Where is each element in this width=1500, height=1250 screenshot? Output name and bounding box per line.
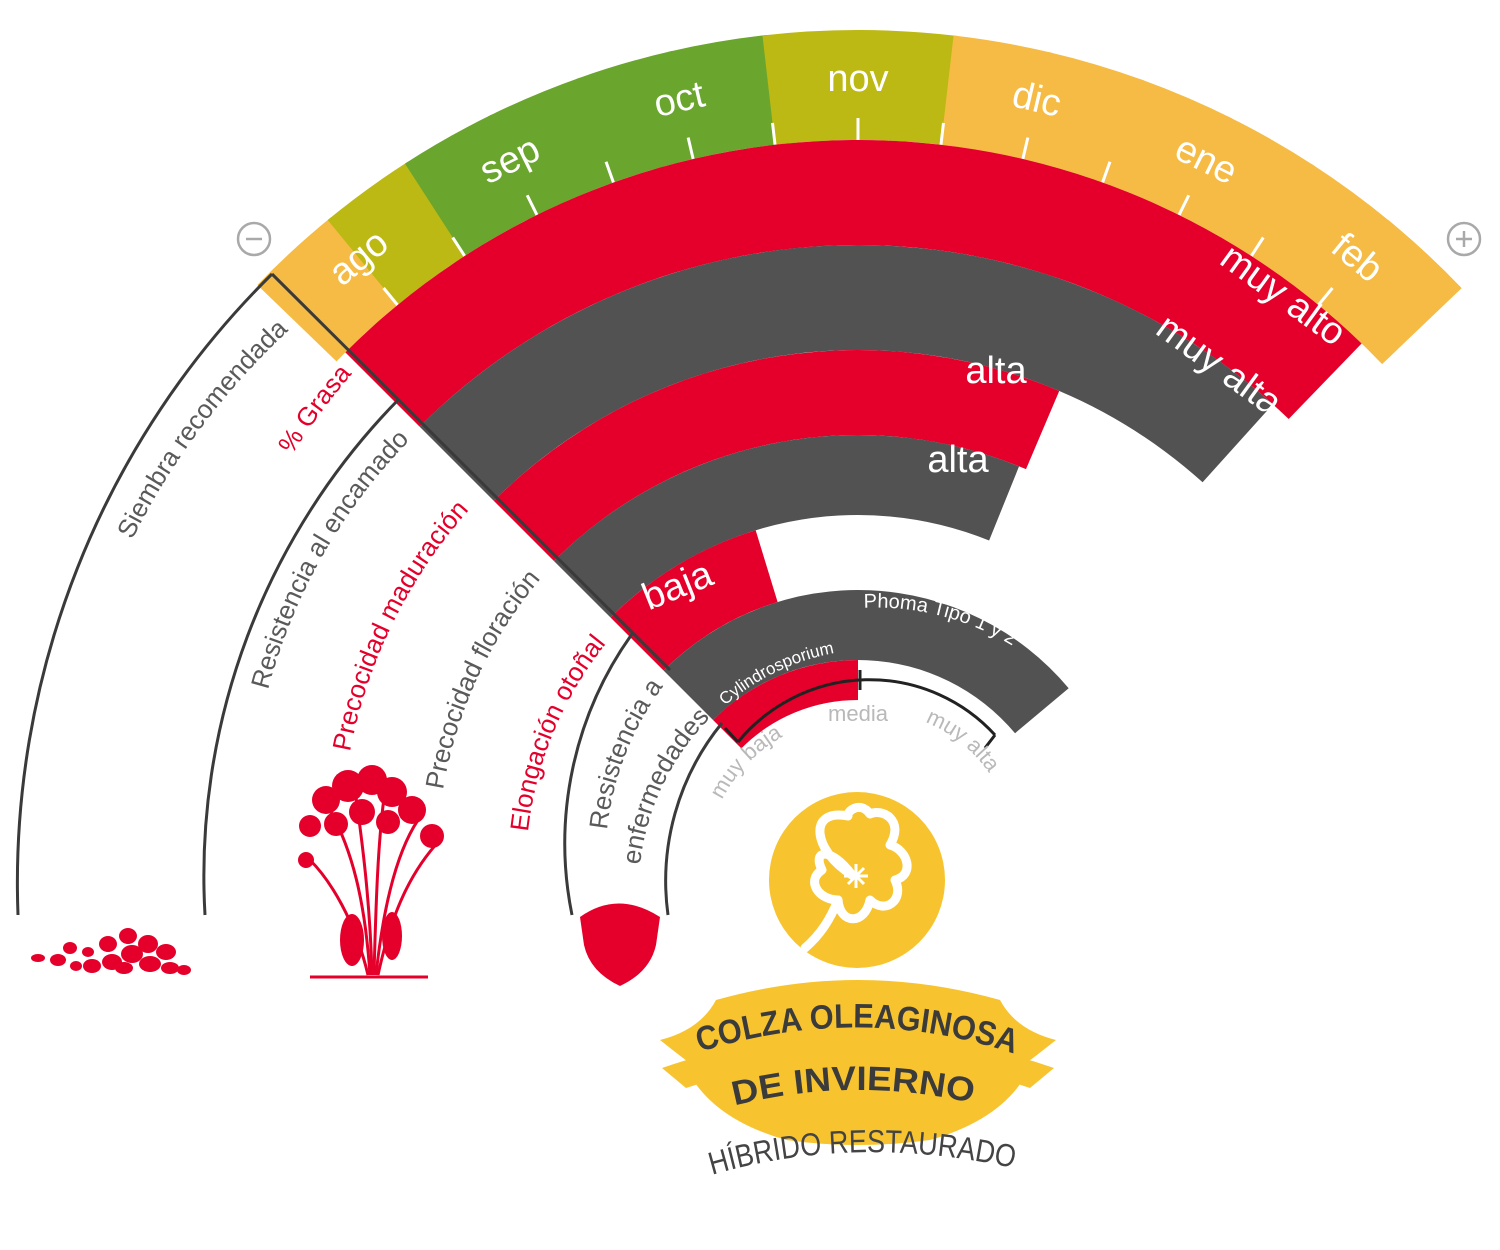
subtitle: HÍBRIDO RESTAURADO (704, 1123, 1019, 1182)
siembra-label: Siembra recomendada (111, 312, 294, 542)
calendar-segment (1251, 163, 1392, 308)
calendar-tick (1250, 236, 1265, 257)
calendar-tick (771, 122, 777, 145)
calendar-tick (1021, 137, 1030, 160)
month-label-nov: nov (827, 58, 888, 100)
calendar-segment (576, 50, 697, 183)
calendar-segment (668, 34, 779, 159)
calendar-segment (1318, 220, 1462, 365)
seeds-icon (31, 928, 191, 975)
boundary-lines (15, 272, 724, 916)
calendar-segment (762, 30, 863, 145)
maduracion-value: alta (965, 350, 1027, 392)
plant-icon (298, 765, 444, 979)
maduracion-bar (493, 350, 1060, 561)
calendar-segment (257, 217, 401, 362)
calendar-tick (686, 137, 695, 160)
calendar-tick (939, 122, 945, 145)
calendar-tick (604, 161, 615, 184)
bars (345, 139, 1362, 749)
plus-circle-icon (1446, 221, 1482, 257)
scale-mid: media (828, 701, 889, 726)
title-banner: COLZA OLEAGINOSA DE INVIERNO (660, 980, 1056, 1145)
calendar-segment (858, 30, 958, 146)
calendar-tick (525, 194, 539, 216)
calendar-segment (1022, 51, 1144, 184)
floracion-value: alta (927, 439, 989, 481)
encamado-bar (419, 245, 1273, 501)
encamado-label: Resistencia al encamado (245, 423, 414, 691)
calendar-segment (1179, 116, 1315, 259)
calendar-segment (940, 35, 1053, 160)
shield-icon (580, 903, 660, 986)
calendar-segment (488, 77, 618, 215)
phoma-bar (663, 590, 1069, 734)
calendar-tick (1177, 194, 1191, 216)
floracion-bar (553, 435, 1020, 618)
elongacion-bar (610, 530, 778, 671)
scale-high: muy alta (923, 704, 1006, 777)
minus-circle-icon (236, 221, 272, 257)
calendar-tick (382, 287, 399, 306)
calendar-tick (451, 236, 466, 257)
calendar-tick (1317, 287, 1334, 306)
grasa-bar (345, 139, 1362, 427)
flower-logo-icon (769, 792, 945, 968)
cylindrosporium-bar (713, 659, 858, 749)
grasa-label: % Grasa (272, 358, 357, 458)
calendar-tick (1101, 161, 1112, 184)
calendar-segment (327, 161, 468, 305)
